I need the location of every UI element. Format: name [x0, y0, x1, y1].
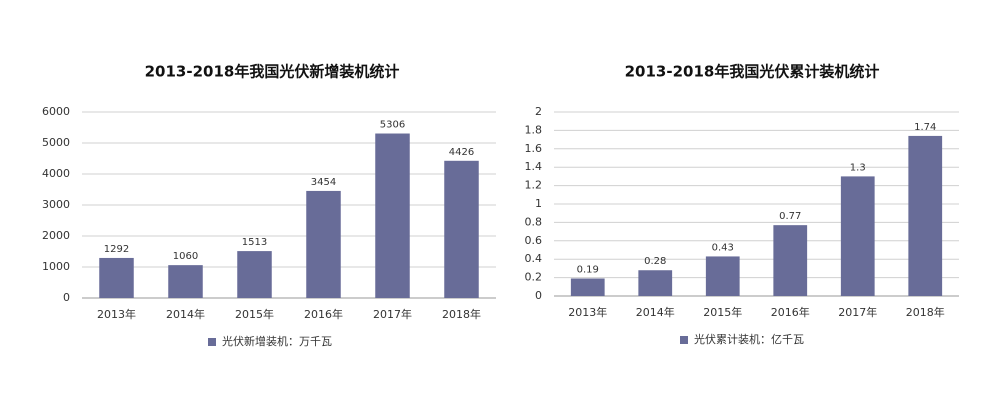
- x-tick-label: 2015年: [235, 307, 274, 321]
- x-tick-label: 2013年: [568, 305, 607, 319]
- x-tick-label: 2017年: [373, 307, 412, 321]
- bar: [705, 256, 740, 296]
- bar: [773, 225, 808, 296]
- x-tick-label: 2016年: [304, 307, 343, 321]
- value-label: 0.28: [644, 256, 666, 267]
- y-tick-label: 3000: [42, 198, 70, 211]
- y-tick-label: 0: [535, 289, 542, 302]
- x-tick-label: 2016年: [771, 305, 810, 319]
- value-label: 3454: [311, 177, 336, 188]
- x-tick-label: 2015年: [703, 305, 742, 319]
- x-tick-label: 2014年: [166, 307, 205, 321]
- bar: [168, 265, 203, 298]
- legend-label: 光伏累计装机：亿千瓦: [694, 332, 804, 346]
- chart-title: 2013-2018年我国光伏新增装机统计: [145, 63, 400, 81]
- y-tick-label: 6000: [42, 105, 70, 118]
- y-tick-label: 0.2: [525, 271, 543, 284]
- bar: [444, 160, 479, 298]
- bar: [908, 135, 943, 296]
- legend-swatch: [208, 338, 216, 346]
- value-label: 0.43: [712, 242, 734, 253]
- y-tick-label: 0.8: [525, 215, 543, 228]
- x-tick-label: 2017年: [838, 305, 877, 319]
- y-tick-label: 0.6: [525, 234, 543, 247]
- value-label: 1.3: [850, 162, 866, 173]
- x-tick-label: 2014年: [636, 305, 675, 319]
- value-label: 1.74: [914, 122, 936, 133]
- bar: [570, 278, 605, 296]
- bar: [99, 257, 134, 298]
- y-tick-label: 0: [63, 291, 70, 304]
- y-tick-label: 5000: [42, 136, 70, 149]
- y-tick-label: 1.8: [525, 123, 543, 136]
- y-tick-label: 1000: [42, 260, 70, 273]
- x-tick-label: 2018年: [906, 305, 945, 319]
- value-label: 0.19: [577, 265, 599, 276]
- value-label: 1513: [242, 237, 267, 248]
- bar: [375, 133, 410, 298]
- y-tick-label: 1: [535, 197, 542, 210]
- bar: [638, 270, 673, 296]
- x-tick-label: 2018年: [442, 307, 481, 321]
- y-tick-label: 2000: [42, 229, 70, 242]
- bar: [840, 176, 875, 296]
- y-tick-label: 0.4: [525, 252, 543, 265]
- value-label: 0.77: [779, 211, 801, 222]
- y-tick-label: 2: [535, 105, 542, 118]
- y-tick-label: 1.4: [525, 160, 543, 173]
- value-label: 1292: [104, 244, 129, 255]
- value-label: 4426: [449, 147, 474, 158]
- legend-label: 光伏新增装机：万千瓦: [222, 334, 332, 348]
- bar: [237, 251, 272, 298]
- x-tick-label: 2013年: [97, 307, 136, 321]
- y-tick-label: 4000: [42, 167, 70, 180]
- y-tick-label: 1.6: [525, 142, 543, 155]
- bar: [306, 190, 341, 298]
- value-label: 1060: [173, 251, 198, 262]
- y-tick-label: 1.2: [525, 179, 543, 192]
- chart-title: 2013-2018年我国光伏累计装机统计: [625, 63, 880, 81]
- value-label: 5306: [380, 120, 405, 131]
- legend-swatch: [680, 336, 688, 344]
